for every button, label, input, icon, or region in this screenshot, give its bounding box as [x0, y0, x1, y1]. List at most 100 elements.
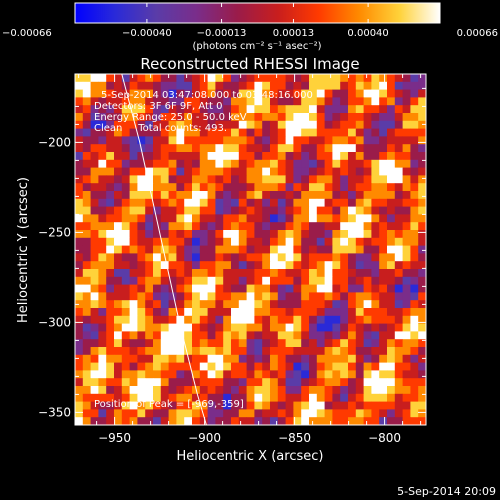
- heatmap-cell: [316, 230, 325, 239]
- heatmap-cell: [309, 74, 318, 83]
- heatmap-cell: [106, 237, 115, 246]
- heatmap-cell: [238, 74, 247, 83]
- heatmap-cell: [192, 409, 201, 418]
- heatmap-cell: [348, 167, 357, 176]
- heatmap-cell: [160, 198, 169, 207]
- heatmap-cell: [207, 120, 216, 129]
- heatmap-cell: [371, 128, 380, 137]
- heatmap-cell: [332, 331, 341, 340]
- y-tick-label: −250: [38, 225, 71, 239]
- heatmap-cell: [277, 97, 286, 106]
- heatmap-cell: [121, 308, 130, 317]
- heatmap-cell: [387, 323, 396, 332]
- heatmap-cell: [379, 136, 388, 145]
- heatmap-cell: [285, 253, 294, 262]
- heatmap-cell: [270, 159, 279, 168]
- heatmap-cell: [394, 105, 403, 114]
- heatmap-cell: [176, 191, 185, 200]
- heatmap-cell: [410, 120, 419, 129]
- heatmap-cell: [301, 159, 310, 168]
- heatmap-cell: [90, 253, 99, 262]
- heatmap-cell: [121, 253, 130, 262]
- heatmap-cell: [309, 230, 318, 239]
- heatmap-cell: [160, 183, 169, 192]
- heatmap-cell: [262, 393, 271, 402]
- heatmap-cell: [379, 89, 388, 98]
- heatmap-cell: [199, 222, 208, 231]
- heatmap-cell: [355, 214, 364, 223]
- heatmap-cell: [387, 269, 396, 278]
- heatmap-cell: [114, 253, 123, 262]
- heatmap-cell: [410, 409, 419, 418]
- heatmap-cell: [184, 128, 193, 137]
- heatmap-cell: [199, 128, 208, 137]
- heatmap-cell: [82, 159, 91, 168]
- heatmap-cell: [184, 136, 193, 145]
- heatmap-cell: [285, 276, 294, 285]
- heatmap-cell: [309, 167, 318, 176]
- heatmap-cell: [207, 323, 216, 332]
- heatmap-cell: [371, 300, 380, 309]
- heatmap-cell: [137, 300, 146, 309]
- heatmap-cell: [394, 292, 403, 301]
- heatmap-cell: [394, 113, 403, 122]
- heatmap-cell: [129, 331, 138, 340]
- heatmap-cell: [410, 269, 419, 278]
- heatmap-cell: [262, 105, 271, 114]
- heatmap-cell: [246, 237, 255, 246]
- heatmap-cell: [277, 347, 286, 356]
- heatmap-cell: [184, 74, 193, 83]
- heatmap-cell: [90, 393, 99, 402]
- heatmap-cell: [129, 113, 138, 122]
- heatmap-cell: [75, 354, 84, 363]
- heatmap-cell: [394, 261, 403, 270]
- heatmap-cell: [82, 222, 91, 231]
- heatmap-cell: [332, 167, 341, 176]
- heatmap-cell: [207, 191, 216, 200]
- heatmap-cell: [192, 167, 201, 176]
- heatmap-cell: [348, 120, 357, 129]
- heatmap-cell: [231, 276, 240, 285]
- heatmap-cell: [309, 409, 318, 418]
- heatmap-cell: [168, 292, 177, 301]
- heatmap-cell: [285, 378, 294, 387]
- heatmap-cell: [137, 81, 146, 90]
- heatmap-cell: [379, 128, 388, 137]
- heatmap-cell: [418, 222, 426, 231]
- heatmap-cell: [192, 331, 201, 340]
- heatmap-cell: [129, 230, 138, 239]
- heatmap-cell: [418, 261, 426, 270]
- heatmap-cell: [355, 362, 364, 371]
- heatmap-cell: [387, 261, 396, 270]
- heatmap-cell: [402, 269, 411, 278]
- heatmap-cell: [82, 183, 91, 192]
- heatmap-cell: [160, 354, 169, 363]
- heatmap-cell: [348, 191, 357, 200]
- heatmap-cell: [254, 308, 263, 317]
- heatmap-cell: [137, 191, 146, 200]
- heatmap-cell: [293, 175, 302, 184]
- heatmap-cell: [114, 222, 123, 231]
- heatmap-cell: [355, 253, 364, 262]
- heatmap-cell: [277, 89, 286, 98]
- heatmap-cell: [231, 417, 240, 425]
- heatmap-cell: [418, 401, 426, 410]
- heatmap-cell: [145, 401, 154, 410]
- heatmap-cell: [262, 152, 271, 161]
- heatmap-cell: [348, 237, 357, 246]
- annotation-time-range: 5-Sep-2014 03:47:08.000 to 03:48:16.000: [101, 90, 313, 101]
- heatmap-cell: [106, 183, 115, 192]
- heatmap-cell: [114, 175, 123, 184]
- heatmap-cell: [153, 198, 162, 207]
- heatmap-cell: [238, 323, 247, 332]
- heatmap-cell: [114, 308, 123, 317]
- heatmap-cell: [184, 323, 193, 332]
- heatmap-cell: [223, 409, 232, 418]
- heatmap-cell: [90, 276, 99, 285]
- heatmap-cell: [410, 386, 419, 395]
- heatmap-cell: [371, 276, 380, 285]
- heatmap-cell: [223, 128, 232, 137]
- heatmap-cell: [238, 409, 247, 418]
- heatmap-cell: [106, 370, 115, 379]
- heatmap-cell: [309, 284, 318, 293]
